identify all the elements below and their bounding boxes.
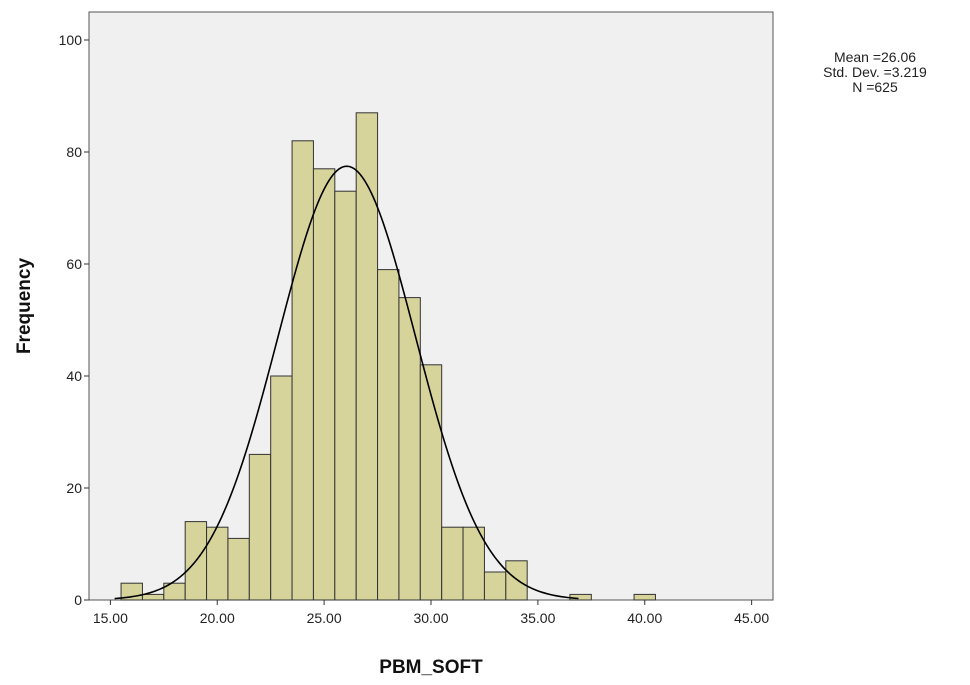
y-axis-title: Frequency [14, 258, 35, 355]
histogram-bar [462, 526, 485, 601]
y-tick-label: 40 [66, 368, 82, 384]
y-tick-label: 80 [66, 144, 82, 160]
y-tick-label: 60 [66, 256, 82, 272]
histogram-bar [227, 537, 250, 601]
histogram-bar [633, 593, 656, 601]
histogram-bar [419, 364, 443, 601]
y-tick-label: 100 [59, 32, 83, 48]
y-tick-label: 20 [66, 480, 82, 496]
x-tick-label: 20.00 [200, 610, 235, 626]
histogram-bar [270, 375, 293, 601]
histogram-bar [505, 560, 528, 601]
x-tick-label: 40.00 [627, 610, 662, 626]
x-axis: 15.00 20.00 25.00 30.00 35.00 40.00 45.00 [93, 600, 769, 626]
histogram-bar [291, 140, 314, 601]
bars-group [120, 112, 656, 601]
histogram-bar [206, 526, 229, 601]
n-label: N =625 [852, 79, 898, 95]
histogram-bar [483, 571, 507, 601]
statistics-legend: Mean =26.06 Std. Dev. =3.219 N =625 [800, 50, 950, 95]
std-dev-label: Std. Dev. =3.219 [823, 64, 927, 80]
x-tick-label: 45.00 [734, 610, 769, 626]
y-axis: 0 20 40 60 80 100 [59, 32, 89, 608]
x-tick-label: 35.00 [520, 610, 555, 626]
normal-curve [114, 165, 579, 600]
histogram-bar [569, 593, 592, 601]
x-tick-label: 30.00 [413, 610, 448, 626]
histogram-bar [334, 190, 357, 601]
x-tick-label: 25.00 [307, 610, 342, 626]
y-tick-label: 0 [74, 592, 82, 608]
histogram-bar [248, 453, 272, 601]
mean-label: Mean =26.06 [833, 49, 917, 65]
x-tick-label: 15.00 [93, 610, 128, 626]
histogram-bar [377, 269, 400, 601]
histogram-bar [312, 168, 336, 601]
histogram-bar [441, 526, 464, 601]
histogram-bar [141, 593, 165, 601]
x-axis-title: PBM_SOFT [379, 657, 483, 678]
